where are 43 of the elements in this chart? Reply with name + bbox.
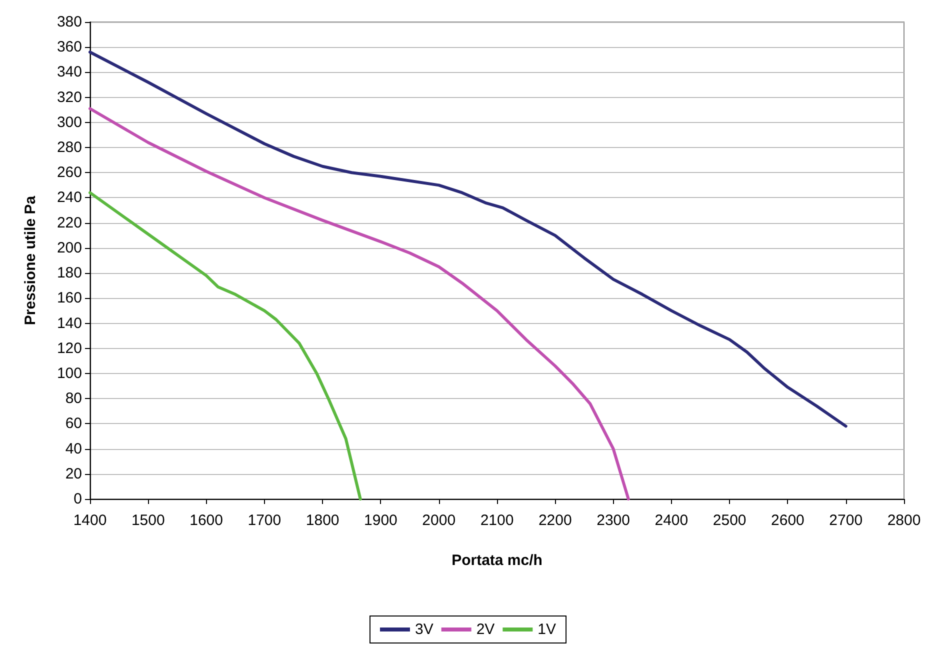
x-tick-label: 2200 (538, 512, 572, 529)
line-series (88, 107, 630, 500)
y-tick-label: 240 (56, 189, 82, 206)
line-series (88, 50, 848, 428)
y-tick-label: 20 (65, 465, 82, 482)
x-tick-label: 2700 (829, 512, 863, 529)
x-tick-label: 2400 (654, 512, 688, 529)
y-tick-label: 280 (56, 139, 82, 156)
x-axis-title: Portata mc/h (452, 552, 542, 569)
y-tick-label: 380 (56, 14, 82, 30)
line-series (88, 191, 362, 500)
y-tick-label: 140 (56, 314, 82, 332)
y-tick-label: 160 (56, 290, 82, 307)
legend-label: 3V (414, 621, 434, 638)
x-tick-label: 2000 (422, 512, 456, 529)
x-tick-label: 1800 (306, 512, 340, 529)
y-tick-label: 100 (56, 364, 82, 382)
x-tick-label: 2100 (480, 512, 514, 529)
y-tick-label: 200 (56, 239, 82, 256)
y-tick-label: 300 (56, 114, 82, 131)
x-tick-label: 1600 (190, 512, 223, 529)
y-axis-title: Pressione utile Pa (22, 195, 39, 326)
x-tick-label: 1900 (364, 512, 398, 529)
y-tick-label: 80 (65, 390, 82, 408)
y-tick-label: 220 (56, 214, 82, 232)
y-tick-label: 120 (56, 340, 82, 357)
x-tick-label: 1700 (248, 512, 282, 529)
y-tick-label: 260 (56, 164, 82, 182)
y-tick-label: 360 (56, 38, 82, 56)
y-tick-label: 180 (56, 264, 82, 282)
legend-label: 2V (476, 621, 495, 638)
y-tick-label: 340 (56, 64, 82, 81)
y-tick-label: 320 (56, 88, 82, 106)
y-tick-label: 60 (65, 415, 82, 432)
x-tick-label: 1400 (73, 512, 107, 529)
legend-label: 1V (538, 621, 556, 638)
x-tick-label: 2800 (887, 512, 921, 529)
x-tick-label: 2300 (596, 512, 630, 529)
x-tick-label: 1500 (131, 512, 165, 529)
y-tick-label: 0 (74, 490, 82, 508)
y-tick-label: 40 (65, 440, 82, 458)
x-tick-label: 2500 (712, 512, 746, 529)
x-tick-label: 2600 (771, 512, 804, 529)
